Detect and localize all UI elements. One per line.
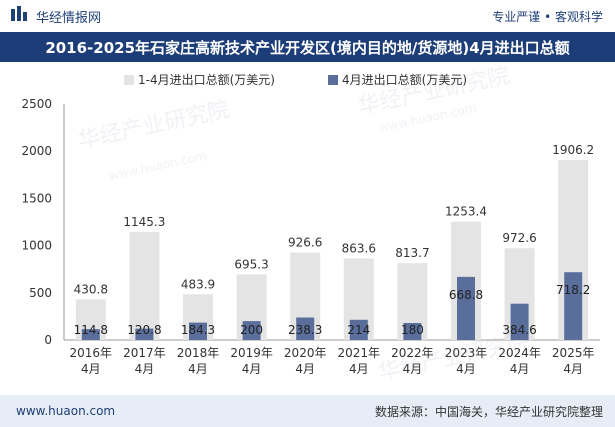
y-tick-label: 1500 [21,191,52,205]
data-label-monthly: 184.3 [181,323,215,337]
data-label-cumulative: 926.6 [288,236,322,250]
chart-plot: 华经产业研究院华经产业研究院华经产业研究院www.huaon.comwww.hu… [21,63,600,386]
data-label-cumulative: 695.3 [234,257,268,271]
data-label-cumulative: 1145.3 [123,215,165,229]
x-tick-label: 2017年 4月 [123,346,166,376]
bar-logo-icon [10,6,30,26]
data-label-cumulative: 813.7 [395,246,429,260]
data-label-monthly: 120.8 [127,323,161,337]
data-label-monthly: 668.8 [449,288,483,302]
data-label-monthly: 180 [401,323,424,337]
y-tick-label: 2000 [21,144,52,158]
footer-bar: www.huaon.com 数据来源：中国海关，华经产业研究院整理 [0,395,615,427]
y-tick-label: 500 [29,286,52,300]
bar-cumulative [129,231,160,340]
bar-monthly [510,303,529,340]
brand: 华经情报网 [10,6,101,26]
data-label-monthly: 384.6 [502,323,536,337]
y-tick-label: 2500 [21,97,52,111]
data-label-cumulative: 483.9 [181,277,215,291]
watermark-url: www.huaon.com [108,149,208,183]
data-label-monthly: 114.8 [74,323,108,337]
legend-label-monthly: 4月进出口总额(万美元) [342,73,467,87]
data-label-cumulative: 1906.2 [552,143,594,157]
data-source: 数据来源：中国海关，华经产业研究院整理 [374,404,603,419]
x-tick-label: 2020年 4月 [284,346,327,376]
x-tick-label: 2021年 4月 [338,346,381,376]
bar-monthly [403,323,422,340]
data-label-cumulative: 430.8 [74,282,108,296]
bar-monthly [189,322,207,340]
data-label-monthly: 200 [240,323,263,337]
chart-title: 2016-2025年石家庄高新技术产业开发区(境内目的地/货源地)4月进出口总额 [0,32,615,62]
legend-swatch-monthly [328,75,338,85]
data-label-cumulative: 1253.4 [445,205,487,219]
x-tick-label: 2019年 4月 [230,346,273,376]
x-tick-label: 2024年 4月 [498,346,541,376]
brand-name: 华经情报网 [36,10,102,26]
bar-monthly [457,276,475,340]
bar-monthly [135,328,154,340]
bar-monthly [349,319,368,340]
x-tick-label: 2018年 4月 [177,346,220,376]
x-tick-label: 2023年 4月 [445,346,488,376]
legend-label-cumulative: 1-4月进出口总额(万美元) [138,73,275,87]
tagline: 专业严谨 • 客观科学 [492,9,603,24]
data-label-cumulative: 863.6 [342,241,376,255]
legend-swatch-cumulative [124,75,134,85]
bar-monthly [564,272,583,340]
y-tick-label: 0 [44,333,52,347]
data-label-cumulative: 972.6 [502,231,536,245]
y-tick-label: 1000 [21,239,52,253]
data-label-monthly: 238.3 [288,323,322,337]
website-link[interactable]: www.huaon.com [16,404,116,418]
x-tick-label: 2025年 4月 [552,346,595,376]
top-bar: 华经情报网 专业严谨 • 客观科学 [0,0,615,32]
x-tick-label: 2022年 4月 [391,346,434,376]
bar-monthly [296,317,315,340]
watermark-text: 华经产业研究院 [76,97,232,153]
x-tick-label: 2016年 4月 [70,346,113,376]
bar-monthly [242,321,261,340]
bar-monthly [81,329,100,340]
data-label-monthly: 214 [347,323,370,337]
data-label-monthly: 718.2 [556,283,590,297]
